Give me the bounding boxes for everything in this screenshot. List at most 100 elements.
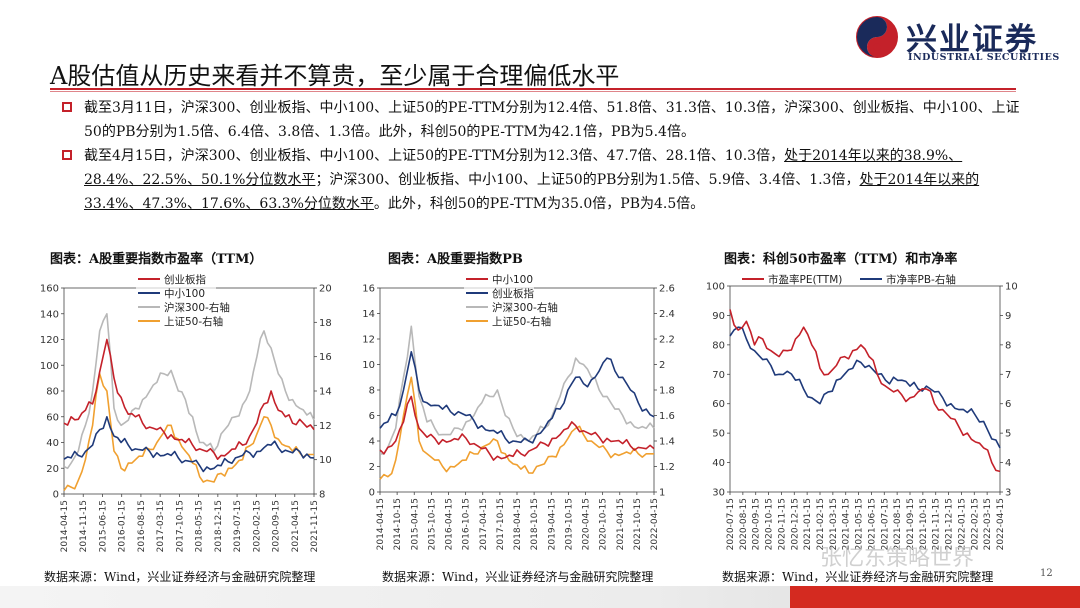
legend-bg	[464, 315, 564, 327]
x-tick-label: 2019-04-15	[547, 498, 557, 550]
y2-tick-label: 2.4	[659, 309, 675, 320]
y2-tick-label: 20	[319, 284, 332, 295]
y-tick-label: 120	[40, 335, 59, 346]
y2-tick-label: 12	[319, 421, 332, 432]
x-tick-label: 2018-05-15	[195, 500, 205, 552]
x-tick-label: 2021-10-15	[633, 498, 643, 550]
x-tick-label: 2020-07-15	[726, 498, 736, 550]
bullet-text: 。此外，科创50的PE-TTM为35.0倍，PB为4.5倍。	[373, 196, 705, 212]
y2-tick-label: 2.6	[659, 284, 675, 295]
x-tick-label: 2021-02-15	[816, 498, 826, 550]
chart-3-title: 图表：科创50市盈率（TTM）和市净率	[724, 252, 958, 267]
y2-tick-label: 1	[659, 488, 665, 499]
y2-tick-label: 8	[1005, 340, 1011, 351]
series-line	[379, 325, 655, 455]
x-tick-label: 2017-10-15	[496, 498, 506, 550]
y-tick-label: 80	[712, 340, 725, 351]
watermark: 张忆东策略世界	[820, 546, 975, 571]
y2-tick-label: 3	[1005, 488, 1011, 499]
x-tick-label: 2021-10-15	[919, 498, 929, 550]
series-line	[63, 416, 315, 473]
y-tick-label: 60	[712, 399, 725, 410]
legend-label: 中小100	[164, 287, 205, 300]
y-tick-label: 8	[369, 386, 375, 397]
legend-label: 沪深300-右轴	[492, 301, 558, 314]
bullet-text: 截至4月15日，沪深300、创业板指、中小100、上证50的PE-TTM分别为1…	[84, 148, 785, 164]
legend-label: 上证50-右轴	[492, 315, 551, 328]
y2-tick-label: 10	[319, 455, 332, 466]
x-tick-label: 2022-02-15	[970, 498, 980, 550]
chart-pb: 0 2 4 6 8 10 12 14 16 1 1.2 1.4 1.6 1.8 2 2.2 2.4 2.6 2014…	[362, 273, 675, 550]
y2-tick-label: 2.2	[659, 335, 675, 346]
bullet-square-icon	[62, 150, 72, 160]
footer-band	[0, 586, 1080, 608]
legend-bg	[464, 301, 574, 313]
x-tick-label: 2021-04-15	[616, 498, 626, 550]
company-logo: 兴业证券 INDUSTRIAL SECURITIES	[848, 12, 1068, 64]
x-tick-label: 2020-09-15	[272, 500, 282, 552]
y-tick-label: 14	[362, 309, 375, 320]
y2-tick-label: 6	[1005, 399, 1011, 410]
y-tick-label: 70	[712, 370, 725, 381]
x-tick-label: 2022-01-15	[957, 498, 967, 550]
legend-bg	[740, 273, 870, 285]
x-tick-label: 2022-04-15	[650, 498, 660, 550]
x-tick-label: 2021-08-15	[893, 498, 903, 550]
x-tick-label: 2019-07-15	[233, 500, 243, 552]
chart-2-title: 图表：A股重要指数PB	[388, 252, 523, 267]
y-tick-label: 4	[369, 437, 375, 448]
page-title: A股估值从历史来看并不算贵，至少属于合理偏低水平	[50, 62, 620, 90]
series-line	[63, 338, 315, 460]
legend-label: 创业板指	[164, 273, 206, 286]
x-tick-label: 2020-04-15	[582, 498, 592, 550]
legend-bg	[858, 273, 968, 285]
y-tick-label: 100	[40, 361, 59, 372]
x-tick-label: 2021-04-15	[291, 500, 301, 552]
x-tick-label: 2014-04-15	[60, 500, 70, 552]
chart-2-source: 数据来源：Wind，兴业证券经济与金融研究院整理	[382, 570, 654, 584]
y2-tick-label: 2	[659, 360, 665, 371]
x-tick-label: 2016-04-15	[445, 498, 455, 550]
y-tick-label: 2	[369, 462, 375, 473]
y-tick-label: 0	[369, 488, 375, 499]
series-line	[379, 376, 654, 480]
bullet-item-2: 截至4月15日，沪深300、创业板指、中小100、上证50的PE-TTM分别为1…	[62, 144, 1020, 216]
x-tick-label: 2014-04-15	[376, 498, 386, 550]
y2-tick-label: 14	[319, 387, 332, 398]
x-tick-label: 2020-12-15	[790, 498, 800, 550]
series-line	[729, 309, 1001, 473]
y2-tick-label: 9	[1005, 311, 1011, 322]
y-tick-label: 160	[40, 284, 59, 295]
legend-bg	[136, 301, 246, 313]
x-tick-label: 2017-04-15	[479, 498, 489, 550]
bullet-text: 截至3月11日，沪深300、创业板指、中小100、上证50的PE-TTM分别为1…	[84, 100, 1020, 140]
legend-label: 创业板指	[492, 287, 534, 300]
chart-1-source: 数据来源：Wind，兴业证券经济与金融研究院整理	[44, 570, 316, 584]
series-line	[379, 351, 655, 444]
x-tick-label: 2021-09-15	[906, 498, 916, 550]
y-tick-label: 10	[362, 360, 375, 371]
logo-text-en: INDUSTRIAL SECURITIES	[908, 52, 1060, 63]
x-tick-label: 2021-03-15	[829, 498, 839, 550]
x-tick-label: 2016-01-15	[118, 500, 128, 552]
series-line	[63, 313, 315, 470]
y-tick-label: 6	[369, 411, 375, 422]
bullet-underlined-text: 处于2014年以来的33.4%、47.3%、17.6%、63.3%分位数水平	[84, 172, 980, 212]
plot-frame	[729, 285, 1001, 493]
y-tick-label: 50	[712, 429, 725, 440]
x-tick-label: 2020-10-15	[599, 498, 609, 550]
x-tick-label: 2018-04-15	[513, 498, 523, 550]
y-tick-label: 80	[46, 387, 59, 398]
legend-label: 市净率PB-右轴	[886, 273, 956, 286]
x-tick-label: 2014-10-15	[393, 498, 403, 550]
x-tick-label: 2017-10-15	[175, 500, 185, 552]
legend-bg	[136, 315, 236, 327]
x-tick-label: 2016-10-15	[462, 498, 472, 550]
title-underline-secondary	[50, 91, 1016, 92]
x-tick-label: 2018-10-15	[530, 498, 540, 550]
y2-tick-label: 1.4	[659, 437, 675, 448]
y2-tick-label: 10	[1005, 282, 1018, 293]
bullet-underlined-text: 处于2014年以来的38.9%、28.4%、22.5%、50.1%分位数水平	[84, 148, 963, 188]
y-tick-label: 60	[46, 412, 59, 423]
